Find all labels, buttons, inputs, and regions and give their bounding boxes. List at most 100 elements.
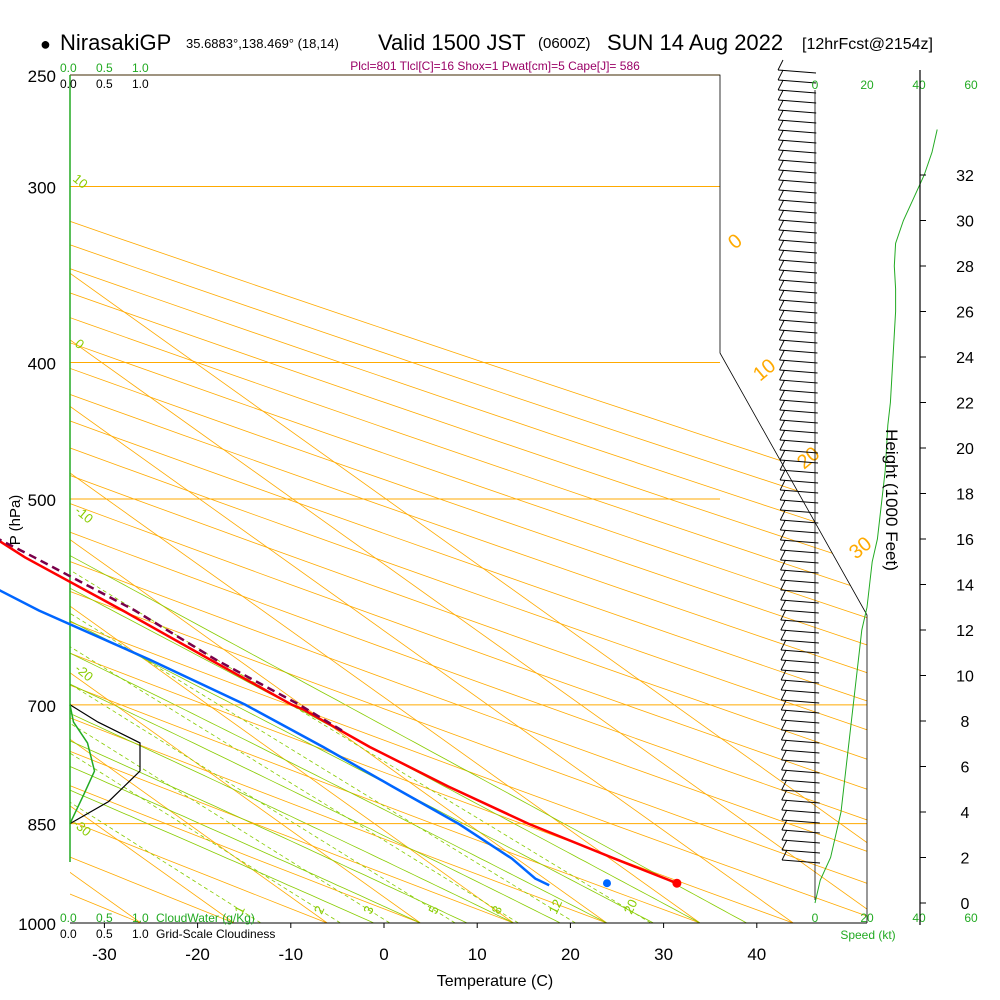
wind-barb-staff: [778, 79, 817, 84]
wind-barb-staff: [779, 349, 818, 354]
wind-barb-flag: [781, 749, 787, 761]
wind-barb-staff: [778, 179, 817, 184]
wind-barb-staff: [779, 279, 818, 284]
mixing-ratio-line: [70, 362, 652, 923]
dry-adiabat-line: [70, 75, 867, 923]
y-tick-label: 250: [28, 67, 56, 86]
wind-barb-staff: [781, 839, 820, 844]
wind-barb-flag: [779, 399, 786, 411]
wind-barb-flag: [778, 319, 785, 331]
forecast-info: [12hrFcst@2154z]: [802, 36, 933, 53]
wind-barb-flag: [778, 289, 785, 301]
wind-barb-staff: [779, 409, 818, 414]
wind-barb-flag: [779, 469, 786, 481]
wind-barb-staff: [779, 329, 818, 334]
zulu-time: (0600Z): [538, 35, 591, 52]
speed-tick-bottom: 20: [860, 911, 874, 925]
isotherm-label: 20: [793, 443, 824, 474]
valid-time: Valid 1500 JST: [378, 30, 526, 55]
wind-barb-flag: [779, 479, 786, 491]
wind-barb-flag: [779, 509, 786, 521]
wind-barb-flag: [780, 549, 786, 561]
wind-barb-staff: [781, 679, 820, 684]
x-tick-label: -30: [92, 945, 117, 964]
wind-barb-staff: [779, 369, 818, 374]
cloudwater-tick-top: 0.0: [60, 61, 77, 75]
wind-barb-staff: [778, 129, 817, 134]
mixing-ratio-label: 5: [425, 903, 442, 916]
edge-label: -10: [72, 503, 96, 527]
wind-barb-flag: [778, 239, 785, 251]
height-tick-label: 10: [956, 669, 974, 686]
wind-barb-flag: [779, 339, 785, 351]
wind-barb-flag: [777, 119, 784, 131]
header-bullet: ●: [40, 34, 51, 54]
speed-tick-bottom: 40: [912, 911, 926, 925]
height-tick-label: 16: [956, 532, 974, 549]
wind-barb-staff: [778, 269, 818, 274]
wind-barb-staff: [780, 569, 819, 574]
cloudiness-tick-top: 0.5: [96, 77, 113, 91]
moist-adiabat-line: [70, 75, 514, 923]
surface-temperature-marker: [672, 878, 682, 888]
edge-label: -30: [70, 816, 94, 840]
wind-barb-staff: [781, 739, 820, 744]
dry-adiabat-line: [70, 75, 867, 923]
isotherm-line: [70, 75, 421, 923]
wind-barb-flag: [778, 199, 785, 211]
speed-tick-bottom: 60: [964, 911, 978, 925]
mixing-ratio-label: 12: [545, 897, 565, 916]
moist-adiabat-line: [70, 75, 654, 923]
mixing-ratio-line: [70, 362, 391, 923]
wind-barb-flag: [780, 619, 787, 631]
wind-barb-staff: [780, 529, 819, 534]
height-tick-label: 28: [956, 259, 974, 276]
moist-adiabat-line: [70, 75, 468, 923]
wind-barb-staff: [779, 389, 818, 394]
wind-barb-flag: [778, 189, 785, 201]
wind-barb-flag: [778, 329, 785, 341]
height-tick-label: 4: [961, 805, 970, 822]
wind-barb-flag: [778, 219, 785, 231]
wind-barb-flag: [780, 719, 787, 731]
wind-barb-staff: [780, 659, 820, 664]
wind-barb-staff: [777, 69, 817, 74]
wind-barb-staff: [781, 859, 821, 864]
wind-barb-staff: [778, 139, 817, 144]
dewpoint-line: [0, 589, 550, 887]
x-tick-label: -20: [185, 945, 210, 964]
edge-label: 10: [70, 171, 91, 192]
height-tick-label: 18: [956, 487, 974, 504]
cloudwater-tick-top: 1.0: [132, 61, 149, 75]
wind-barb-staff: [779, 429, 818, 434]
mixing-ratio-line: [70, 362, 456, 923]
dry-adiabat-line: [70, 75, 867, 923]
wind-barb-flag: [781, 759, 787, 771]
dry-adiabat-line: [70, 75, 867, 923]
moist-adiabat-line: [70, 75, 561, 923]
height-axis-label: Height (1000 Feet): [882, 429, 901, 571]
wind-barb-staff: [780, 489, 819, 494]
cloudiness-curve: [69, 704, 141, 825]
wind-barb-staff: [781, 809, 820, 814]
isotherm-label: 0: [724, 230, 747, 254]
wind-barb-staff: [781, 829, 820, 834]
wind-barb-staff: [781, 749, 820, 754]
dry-adiabat-line: [70, 75, 514, 923]
cloudwater-tick-bottom: 0.0: [60, 911, 77, 925]
dry-adiabat-line: [70, 75, 328, 923]
wind-barb-staff: [778, 199, 817, 204]
wind-barb-staff: [779, 459, 819, 464]
wind-barb-flag: [781, 829, 788, 841]
wind-barb-staff: [778, 229, 817, 234]
wind-barb-staff: [778, 89, 817, 94]
y-axis-label: P (hPa): [7, 495, 24, 546]
parcel-line: [0, 538, 343, 732]
sounding-series: [0, 538, 682, 888]
wind-barb-flag: [777, 129, 784, 141]
station-coords: 35.6883°,138.469° (18,14): [186, 36, 339, 51]
dry-adiabat-line: [70, 75, 421, 923]
wind-barb-staff: [781, 709, 820, 714]
